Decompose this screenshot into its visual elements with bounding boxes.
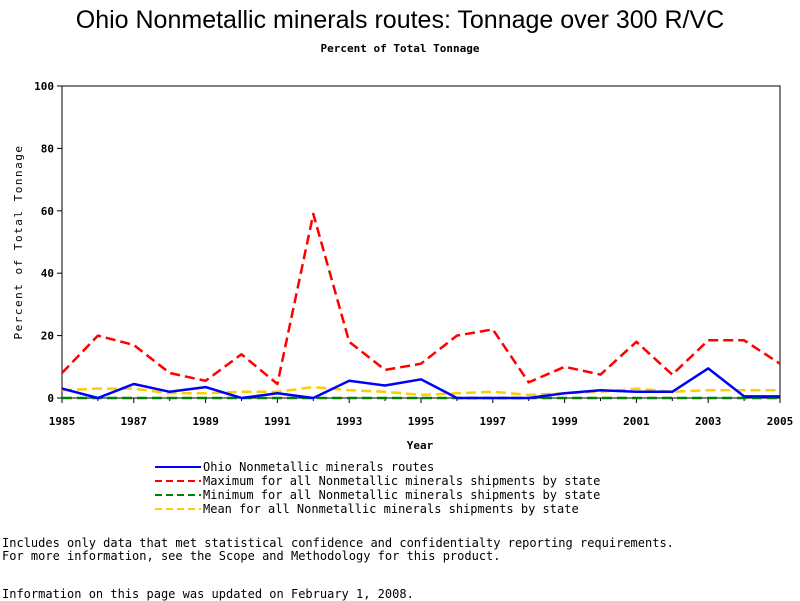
series-layer [61, 212, 781, 400]
series-line-ohio [61, 367, 780, 400]
x-axis: 1985 1987 1989 1991 1993 1995 1997 1999 2001 2003… [49, 398, 794, 428]
legend: Ohio Nonmetallic minerals routes Maximum… [155, 460, 600, 516]
legend-swatch-ohio [155, 466, 201, 468]
legend-swatch-maximum [155, 480, 201, 482]
chart-subtitle: Percent of Total Tonnage [320, 42, 480, 55]
x-tick-label: 1993 [336, 415, 363, 428]
footnote-methodology: For more information, see the Scope and … [2, 549, 501, 563]
series-line-mean [61, 385, 780, 397]
y-tick-label: 40 [41, 267, 54, 280]
legend-item-ohio: Ohio Nonmetallic minerals routes [155, 460, 600, 474]
legend-label-ohio: Ohio Nonmetallic minerals routes [203, 460, 435, 474]
y-tick-label: 0 [47, 392, 54, 405]
x-tick-label: 1985 [49, 415, 76, 428]
plot-area [61, 85, 781, 399]
legend-swatch-mean [155, 508, 201, 510]
legend-item-maximum: Maximum for all Nonmetallic minerals shi… [155, 474, 600, 488]
legend-label-maximum: Maximum for all Nonmetallic minerals shi… [203, 474, 601, 488]
x-tick-label: 2001 [623, 415, 650, 428]
x-tick-label: 1995 [408, 415, 435, 428]
x-tick-label: 2005 [767, 415, 794, 428]
x-tick-label: 1997 [480, 415, 507, 428]
x-tick-label: 1987 [121, 415, 148, 428]
footnote-updated: Information on this page was updated on … [2, 587, 414, 601]
y-axis-label: Percent of Total Tonnage [12, 145, 25, 340]
x-tick-label: 1999 [551, 415, 578, 428]
legend-item-minimum: Minimum for all Nonmetallic minerals shi… [155, 488, 600, 502]
y-tick-label: 100 [34, 80, 54, 93]
chart-title: Ohio Nonmetallic minerals routes: Tonnag… [75, 6, 725, 34]
legend-item-mean: Mean for all Nonmetallic minerals shipme… [155, 502, 600, 516]
legend-label-minimum: Minimum for all Nonmetallic minerals shi… [203, 488, 601, 502]
y-axis: 0 20 40 60 80 100 [34, 80, 62, 405]
x-tick-label: 2003 [695, 415, 722, 428]
x-tick-label: 1989 [192, 415, 219, 428]
legend-swatch-minimum [155, 494, 201, 496]
footnote-confidence: Includes only data that met statistical … [2, 536, 674, 550]
y-tick-label: 20 [41, 330, 54, 343]
series-line-maximum [61, 212, 781, 386]
y-tick-label: 60 [41, 205, 54, 218]
line-chart: 0 20 40 60 80 100 1985 1987 1989 1991 1993 1995 199… [12, 80, 794, 452]
legend-label-mean: Mean for all Nonmetallic minerals shipme… [203, 502, 579, 516]
x-tick-label: 1991 [264, 415, 291, 428]
y-tick-label: 80 [41, 142, 54, 155]
x-axis-label: Year [407, 439, 434, 452]
